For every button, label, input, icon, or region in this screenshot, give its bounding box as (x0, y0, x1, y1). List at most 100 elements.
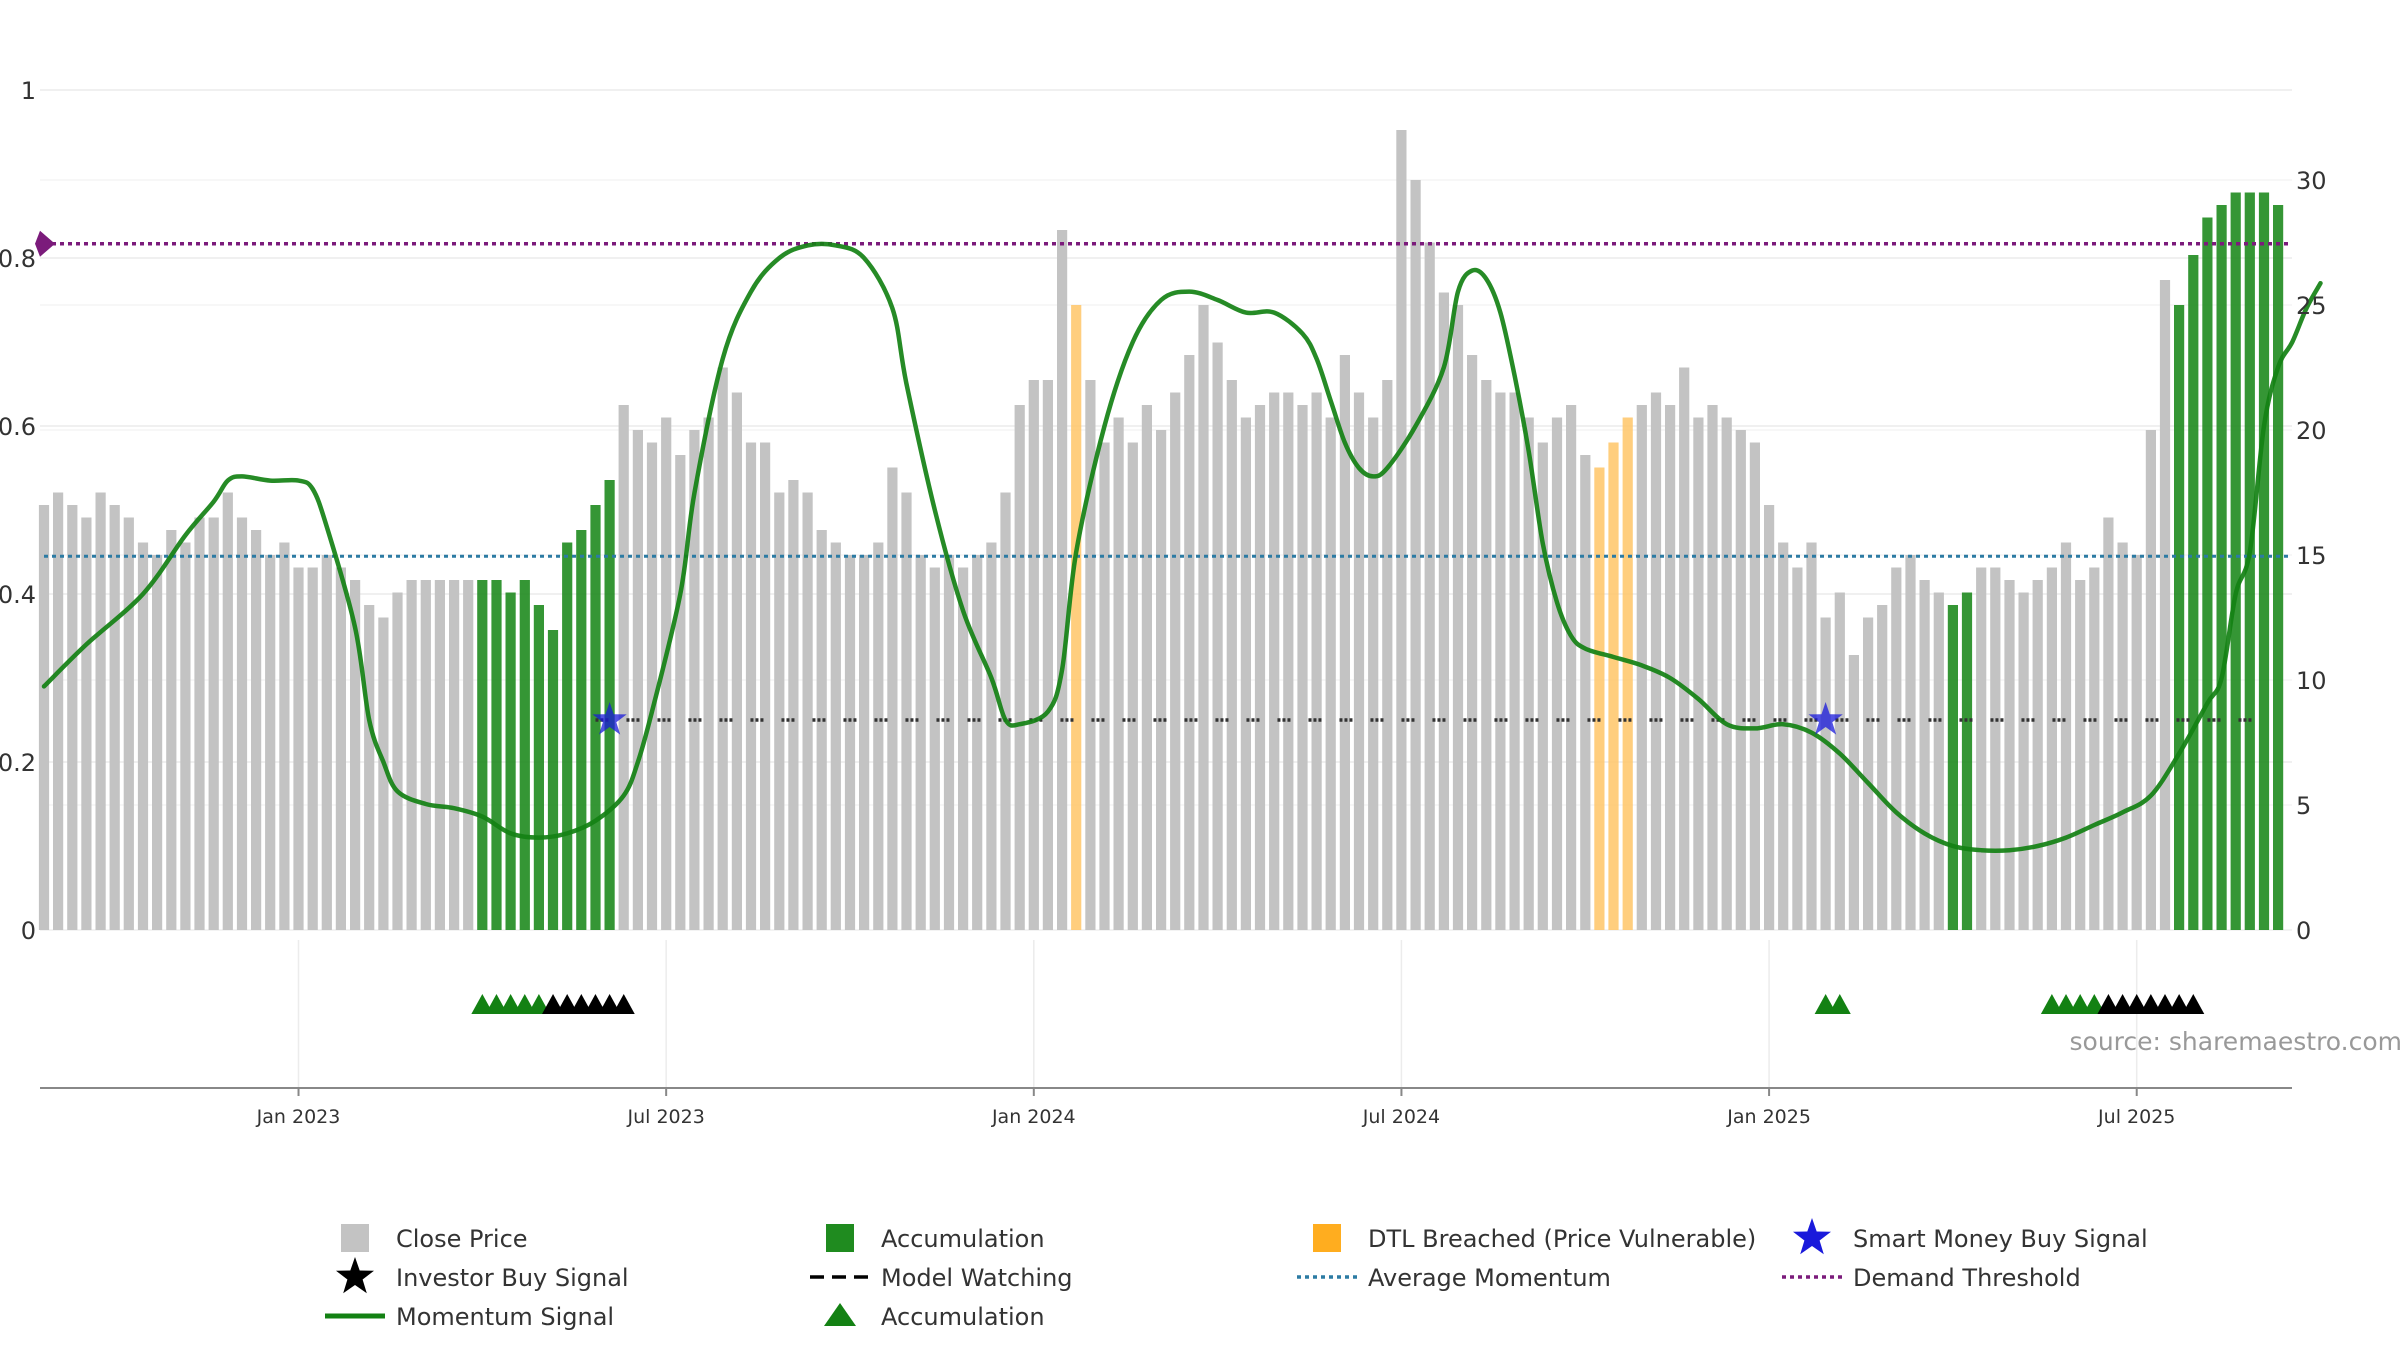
accumulation-bar (2216, 205, 2227, 930)
close-price-bar (1778, 542, 1789, 930)
close-price-bar (1919, 580, 1930, 930)
close-price-bar (208, 517, 219, 930)
close-price-bar (1566, 405, 1577, 930)
close-price-bar (1297, 405, 1308, 930)
close-price-bar (915, 555, 926, 930)
close-price-bar (1495, 392, 1506, 930)
close-price-bar (1749, 442, 1760, 930)
close-price-bar (1551, 417, 1563, 930)
y-right-tick-label: 15 (2296, 542, 2327, 570)
close-price-bar (2032, 580, 2043, 930)
close-price-bar (1976, 567, 1987, 930)
close-price-bar (350, 580, 361, 930)
price-bars (38, 130, 2284, 930)
close-price-bar (166, 530, 177, 930)
close-price-bar (463, 580, 474, 930)
close-price-bar (1580, 455, 1591, 930)
close-price-bar (2060, 542, 2072, 930)
close-price-bar (1650, 392, 1662, 930)
accumulation-bar (2273, 205, 2284, 930)
reference-lines (35, 230, 2292, 722)
close-price-bar (816, 530, 827, 930)
close-price-bar (222, 492, 233, 930)
close-price-bar (1127, 442, 1138, 930)
close-price-bar (873, 542, 884, 930)
investor-buy-triangle (2125, 994, 2148, 1014)
accumulation-bar (491, 580, 502, 930)
smart-money-star (592, 702, 627, 735)
smart-money-buy-signal-legend-label: Smart Money Buy Signal (1853, 1225, 2148, 1253)
close-price-bar (194, 517, 205, 930)
close-price-bar (1735, 430, 1746, 930)
close-price-swatch (341, 1224, 369, 1252)
signal-markers (471, 702, 2205, 1014)
y-left-tick-label: 0.8 (0, 245, 36, 273)
accumulation-triangle (471, 994, 494, 1014)
legend: Close Price Accumulation DTL Breached (Pri… (325, 1218, 2148, 1331)
investor-buy-signal-legend-label: Investor Buy Signal (396, 1264, 629, 1292)
close-price-bar (2145, 430, 2156, 930)
close-price-bar (1834, 592, 1845, 930)
close-price-bar (1707, 405, 1718, 930)
dtl-breached-bar (1622, 417, 1633, 930)
close-price-bar (321, 555, 332, 930)
close-price-bar (1156, 430, 1167, 930)
close-price-bar (1764, 505, 1775, 930)
close-price-bar (986, 542, 997, 930)
close-price-bar (1481, 380, 1492, 930)
close-price-bar (2075, 580, 2086, 930)
close-price-bar (38, 505, 50, 930)
close-price-bar (1848, 655, 1859, 930)
accumulation-legend-label: Accumulation (881, 1303, 1045, 1331)
accumulation-triangle (2083, 994, 2106, 1014)
close-price-bar (251, 530, 262, 930)
close-price-bar (67, 505, 78, 930)
dtl-breached-bar (1594, 467, 1605, 930)
close-price-bar (1042, 380, 1053, 930)
close-price-bar (109, 505, 120, 930)
close-price-bar (675, 455, 686, 930)
y-right-tick-label: 5 (2296, 792, 2311, 820)
close-price-bar (1057, 230, 1068, 930)
investor-buy-triangle (598, 994, 621, 1014)
close-price-bar (760, 442, 771, 930)
close-price-bar (929, 567, 940, 930)
dtl-breached-price-vulnerable-legend-label: DTL Breached (Price Vulnerable) (1368, 1225, 1756, 1253)
close-price-bar (137, 542, 149, 930)
accumulation-triangle (513, 994, 536, 1014)
y-right-tick-label: 25 (2296, 292, 2327, 320)
close-price-bar (2117, 542, 2128, 930)
close-price-bar (1212, 342, 1223, 930)
close-price-bar (265, 555, 276, 930)
smart-money-star (1808, 702, 1843, 735)
momentum-series (41, 241, 2323, 853)
close-price-bar (335, 567, 346, 930)
accumulation-bar (519, 580, 530, 930)
close-price-bar (901, 492, 912, 930)
close-price-bar (943, 555, 955, 930)
close-price-bar (180, 542, 191, 930)
accumulation-triangle (1828, 994, 1851, 1014)
investor-buy-triangle (2168, 994, 2191, 1014)
accumulation-bar (576, 530, 587, 930)
y-left-tick-label: 1 (21, 77, 36, 105)
close-price-bar (1113, 417, 1124, 930)
close-price-bar (1806, 542, 1817, 930)
close-price-bar (95, 492, 106, 930)
close-price-bar (364, 605, 375, 930)
dtl-breached-bar (1071, 305, 1082, 930)
close-price-bar (293, 567, 304, 930)
accumulation-bar (590, 505, 601, 930)
y-right-tick-label: 0 (2296, 917, 2311, 945)
close-price-bar (152, 555, 163, 930)
momentum-line (41, 241, 2323, 853)
close-price-bar (632, 430, 643, 930)
close-price-bar (1170, 392, 1181, 930)
y-left-tick-label: 0.4 (0, 581, 36, 609)
close-price-bar (1693, 417, 1704, 930)
close-price-bar (406, 580, 417, 930)
close-price-bar (2089, 567, 2100, 930)
close-price-bar (1523, 417, 1534, 930)
